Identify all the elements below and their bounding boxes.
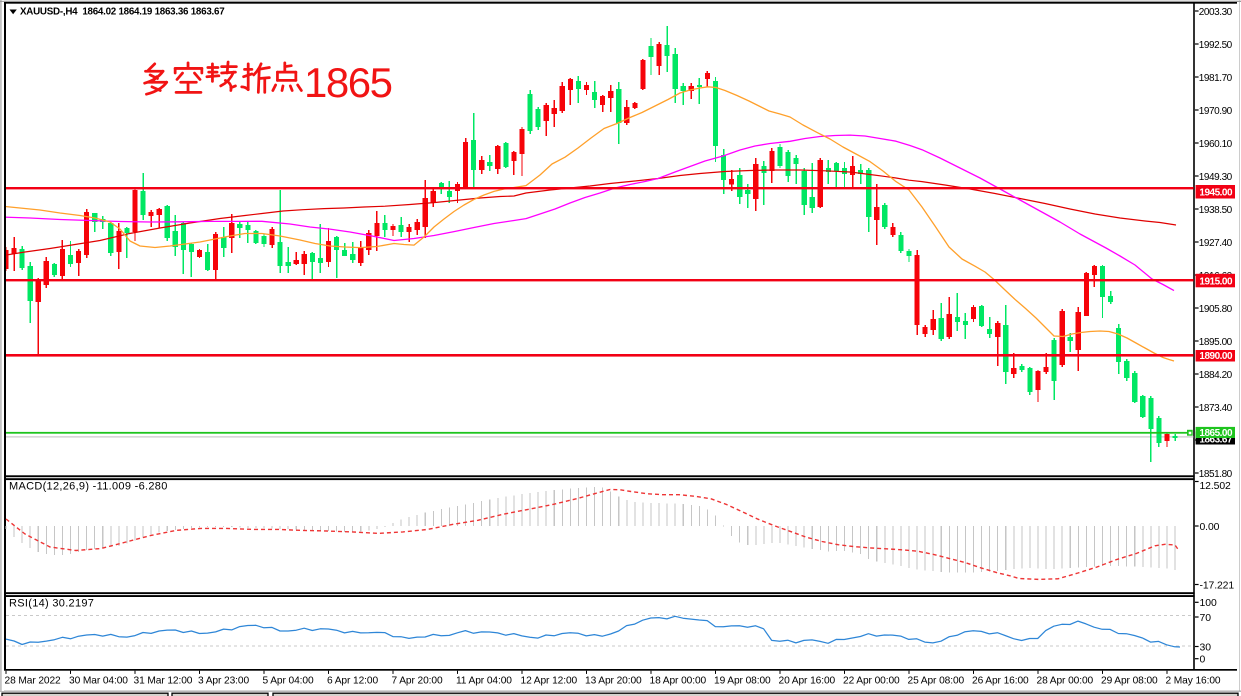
svg-text:RSI(14) 30.2197: RSI(14) 30.2197: [9, 598, 94, 610]
svg-text:1992.50: 1992.50: [1199, 40, 1233, 51]
svg-text:11 Apr 04:00: 11 Apr 04:00: [456, 676, 512, 687]
svg-text:100: 100: [1200, 598, 1218, 609]
svg-text:13 Apr 20:00: 13 Apr 20:00: [585, 676, 642, 687]
svg-text:1865.00: 1865.00: [1199, 428, 1233, 439]
svg-text:1873.40: 1873.40: [1199, 403, 1233, 414]
svg-text:70: 70: [1200, 613, 1212, 624]
svg-text:25 Apr 08:00: 25 Apr 08:00: [908, 676, 965, 687]
svg-text:1863.67: 1863.67: [1199, 434, 1233, 445]
svg-text:18 Apr 00:00: 18 Apr 00:00: [650, 676, 707, 687]
svg-text:30: 30: [1200, 642, 1212, 653]
svg-text:1905.80: 1905.80: [1199, 304, 1233, 315]
svg-text:1884.20: 1884.20: [1199, 370, 1233, 381]
svg-text:26 Apr 16:00: 26 Apr 16:00: [972, 676, 1029, 687]
svg-text:1981.70: 1981.70: [1199, 73, 1233, 84]
svg-text:2003.30: 2003.30: [1199, 7, 1233, 18]
svg-text:28 Apr 00:00: 28 Apr 00:00: [1037, 676, 1094, 687]
svg-text:0: 0: [1200, 655, 1206, 666]
svg-text:MACD(12,26,9) -11.009 -6.280: MACD(12,26,9) -11.009 -6.280: [9, 481, 168, 493]
svg-text:22 Apr 00:00: 22 Apr 00:00: [843, 676, 900, 687]
svg-text:20 Apr 16:00: 20 Apr 16:00: [779, 676, 836, 687]
svg-text:0.00: 0.00: [1200, 522, 1220, 533]
svg-text:1960.10: 1960.10: [1199, 139, 1233, 150]
svg-text:12 Apr 12:00: 12 Apr 12:00: [521, 676, 578, 687]
svg-text:1949.30: 1949.30: [1199, 172, 1233, 183]
svg-text:30 Mar 04:00: 30 Mar 04:00: [69, 676, 128, 687]
svg-text:5 Apr 04:00: 5 Apr 04:00: [263, 676, 314, 687]
svg-text:19 Apr 08:00: 19 Apr 08:00: [714, 676, 771, 687]
svg-text:1890.00: 1890.00: [1199, 351, 1233, 362]
svg-text:1970.90: 1970.90: [1199, 106, 1233, 117]
svg-text:7 Apr 20:00: 7 Apr 20:00: [392, 676, 443, 687]
svg-text:28 Mar 2022: 28 Mar 2022: [5, 676, 62, 687]
svg-text:XAUUSD-,H4 1864.02 1864.19 18: XAUUSD-,H4 1864.02 1864.19 1863.36 1863.…: [20, 7, 225, 18]
svg-text:6 Apr 12:00: 6 Apr 12:00: [327, 676, 378, 687]
svg-text:1915.00: 1915.00: [1199, 276, 1233, 287]
svg-text:31 Mar 12:00: 31 Mar 12:00: [134, 676, 193, 687]
svg-text:1927.40: 1927.40: [1199, 238, 1233, 249]
svg-text:1945.00: 1945.00: [1199, 187, 1233, 198]
svg-text:1851.80: 1851.80: [1199, 469, 1233, 480]
svg-text:29 Apr 08:00: 29 Apr 08:00: [1101, 676, 1158, 687]
svg-text:2 May 16:00: 2 May 16:00: [1166, 676, 1221, 687]
svg-text:3 Apr 23:00: 3 Apr 23:00: [198, 676, 249, 687]
svg-text:1895.00: 1895.00: [1199, 337, 1233, 348]
svg-text:1865: 1865: [304, 59, 392, 106]
svg-text:1938.50: 1938.50: [1199, 205, 1233, 216]
svg-text:12.502: 12.502: [1200, 481, 1232, 492]
svg-text:-17.221: -17.221: [1200, 580, 1235, 591]
